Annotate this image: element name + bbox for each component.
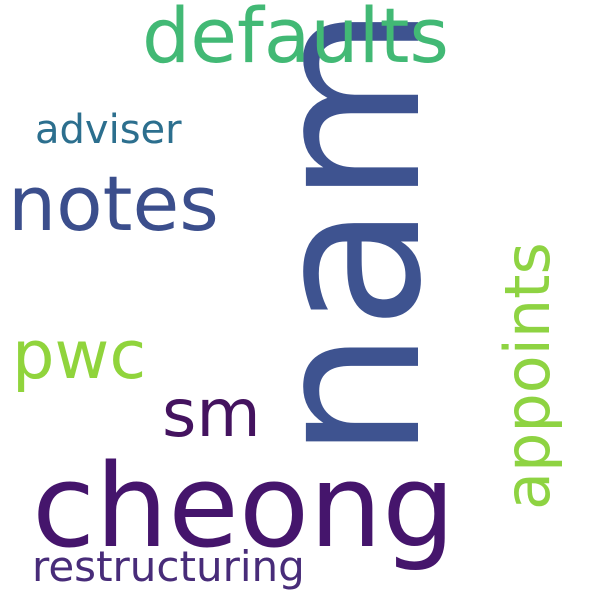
word-cheong: cheong	[32, 440, 455, 574]
word-adviser: adviser	[35, 107, 182, 153]
word-pwc: pwc	[12, 316, 146, 394]
word-restructuring: restructuring	[32, 542, 305, 591]
word-nam: nam	[229, 5, 467, 460]
word-appoints: appoints	[491, 242, 564, 510]
word-defaults: defaults	[142, 0, 449, 80]
word-notes: notes	[8, 159, 219, 248]
word-sm: sm	[162, 375, 261, 452]
